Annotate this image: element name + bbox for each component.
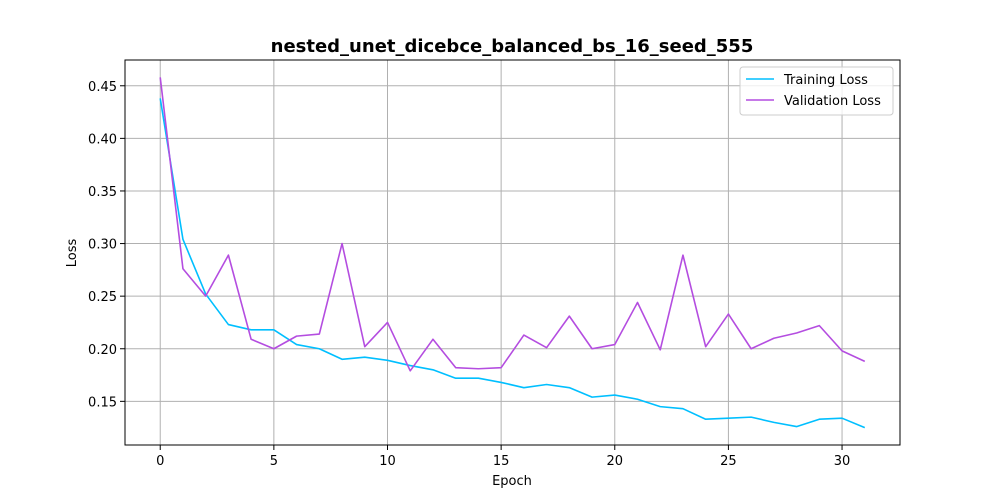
x-tick-label: 25 — [720, 454, 737, 469]
x-tick-label: 10 — [379, 454, 396, 469]
series-line-training-loss — [159, 98, 866, 429]
y-axis-label: Loss — [65, 239, 80, 268]
y-tick-label: 0.35 — [88, 185, 117, 200]
x-tick-label: 15 — [493, 454, 510, 469]
x-tick-label: 0 — [156, 454, 164, 469]
plot-frame — [124, 59, 901, 446]
x-axis-label: Epoch — [492, 474, 532, 489]
y-tick-label: 0.25 — [88, 290, 117, 305]
y-tick-label: 0.45 — [88, 80, 117, 95]
x-tick-label: 30 — [834, 454, 851, 469]
y-tick-label: 0.15 — [88, 395, 117, 410]
chart-title: nested_unet_dicebce_balanced_bs_16_seed_… — [271, 36, 754, 57]
y-axis: 0.15 0.20 0.25 0.30 0.35 0.40 0.45 — [88, 80, 125, 410]
y-tick-label: 0.40 — [88, 132, 117, 147]
x-tick-label: 20 — [606, 454, 623, 469]
series-line-validation-loss — [159, 77, 866, 372]
legend-label: Training Loss — [783, 73, 868, 88]
grid — [125, 60, 900, 445]
legend-box — [739, 66, 894, 116]
y-tick-label: 0.20 — [88, 343, 117, 358]
series-layer — [159, 77, 866, 429]
x-tick-label: 5 — [270, 454, 278, 469]
y-tick-label: 0.30 — [88, 238, 117, 253]
legend-label: Validation Loss — [784, 94, 881, 109]
legend: Training Loss Validation Loss — [739, 66, 894, 116]
x-axis: 0 5 10 15 20 25 30 — [156, 445, 850, 469]
